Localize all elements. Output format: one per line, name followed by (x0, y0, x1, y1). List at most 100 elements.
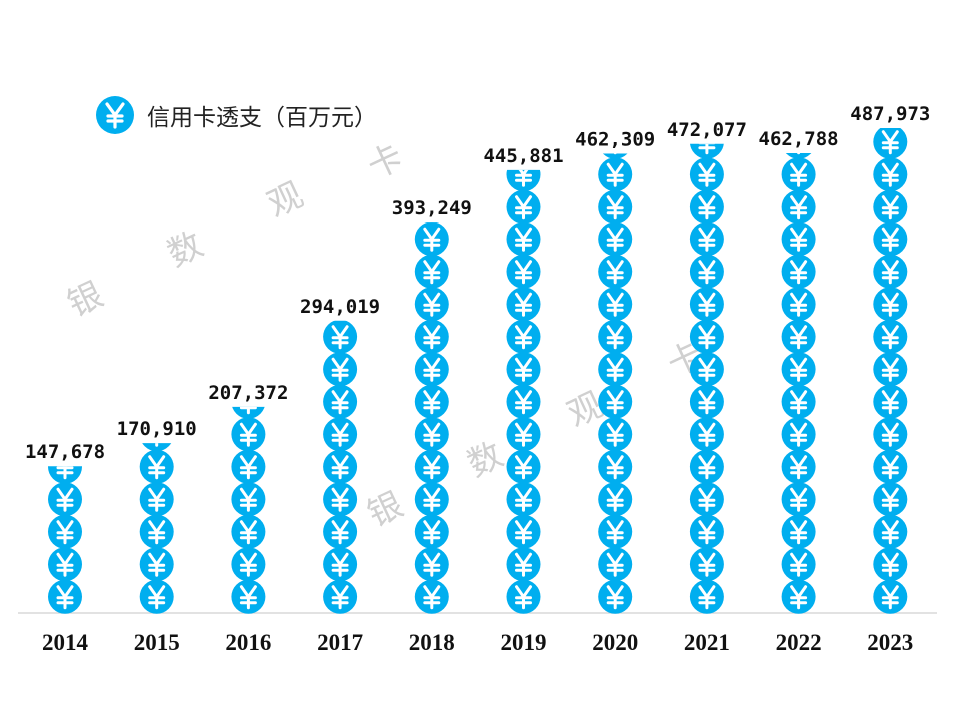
yen-coin-icon (781, 384, 816, 419)
yen-coin-icon (142, 443, 172, 452)
x-tick-label: 2021 (684, 630, 730, 655)
yen-coin-icon (598, 222, 633, 257)
yen-coin-icon (48, 482, 82, 517)
yen-coin-icon (781, 287, 816, 322)
x-tick-label: 2020 (592, 630, 638, 655)
yen-coin-icon (689, 287, 724, 322)
yen-coin-icon (232, 406, 265, 419)
yen-coin-icon (414, 547, 449, 582)
yen-coin-icon (231, 579, 266, 614)
yen-coin-icon (139, 579, 174, 614)
watermark-char: 卡 (361, 137, 409, 188)
yen-coin-icon (781, 319, 816, 354)
yen-coin-icon (231, 514, 266, 549)
yen-coin-icon (873, 547, 908, 582)
yen-coin-icon (781, 222, 816, 257)
yen-coin-icon (48, 514, 82, 549)
yen-coin-icon (873, 579, 908, 614)
yen-coin-icon (506, 417, 541, 452)
yen-coin-icon (506, 352, 541, 387)
watermark-char: 观 (261, 175, 309, 226)
yen-coin-icon (781, 514, 816, 549)
yen-coin-icon (323, 352, 358, 387)
yen-coin-icon (48, 466, 82, 484)
yen-coin-icon (506, 579, 541, 614)
yen-coin-icon (323, 482, 358, 517)
data-label: 207,372 (208, 382, 288, 404)
yen-coin-icon (781, 417, 816, 452)
yen-coin-icon (873, 514, 908, 549)
data-label: 294,019 (300, 296, 380, 318)
yen-coin-icon (231, 482, 266, 517)
yen-coin-icon (689, 514, 724, 549)
yen-coin-icon (506, 547, 541, 582)
data-label: 462,788 (759, 128, 839, 150)
yen-coin-icon (785, 153, 812, 159)
yen-coin-icon (598, 482, 633, 517)
data-label: 170,910 (117, 418, 197, 440)
yen-coin-icon (414, 287, 449, 322)
yen-coin-icon (506, 189, 541, 224)
bar-2022 (781, 153, 816, 614)
yen-coin-icon (506, 222, 541, 257)
yen-coin-icon (323, 417, 358, 452)
yen-coin-icon (139, 449, 174, 484)
yen-coin-icon (506, 169, 541, 192)
yen-coin-icon (231, 417, 266, 452)
yen-coin-icon (689, 579, 724, 614)
yen-coin-icon (323, 579, 358, 614)
yen-coin-icon (506, 482, 541, 517)
yen-coin-icon (48, 547, 82, 582)
yen-coin-icon (598, 287, 633, 322)
yen-coin-icon (414, 352, 449, 387)
legend: 信用卡透支（百万元） (95, 95, 377, 135)
data-label: 147,678 (25, 441, 105, 463)
yen-coin-icon (598, 319, 633, 354)
yen-coin-icon (323, 384, 358, 419)
yen-coin-icon (873, 352, 908, 387)
yen-coin-icon (414, 482, 449, 517)
yen-coin-icon (139, 482, 174, 517)
watermark-char: 银 (61, 275, 109, 326)
yen-coin-icon (781, 189, 816, 224)
yen-coin-icon (414, 319, 449, 354)
yen-coin-icon (414, 254, 449, 289)
x-tick-label: 2017 (317, 630, 363, 655)
yen-coin-icon (873, 157, 908, 192)
legend-label: 信用卡透支（百万元） (147, 105, 377, 131)
x-tick-label: 2018 (409, 630, 455, 655)
yen-coin-icon (323, 547, 358, 582)
yen-coin-icon (414, 514, 449, 549)
yen-coin-icon (323, 449, 358, 484)
bar-2019 (506, 169, 541, 614)
yen-coin-icon (781, 547, 816, 582)
yen-coin-icon (598, 417, 633, 452)
yen-coin-icon (231, 449, 266, 484)
yen-coin-icon (689, 319, 724, 354)
yen-coin-icon (598, 449, 633, 484)
yen-coin-icon (414, 384, 449, 419)
bar-2017 (323, 320, 358, 614)
yen-coin-icon (690, 143, 724, 159)
yen-coin-icon (598, 547, 633, 582)
watermark-char: 数 (461, 435, 509, 486)
yen-coin-icon (781, 482, 816, 517)
yen-coin-icon (873, 319, 908, 354)
yen-coin-icon (48, 579, 82, 614)
yen-coin-icon (873, 254, 908, 289)
yen-coin-icon (414, 449, 449, 484)
yen-coin-icon (873, 482, 908, 517)
yen-coin-icon (781, 579, 816, 614)
x-tick-label: 2022 (776, 630, 822, 655)
yen-coin-icon (873, 189, 908, 224)
watermark-char: 银 (361, 485, 409, 536)
yen-coin-icon (598, 579, 633, 614)
yen-coin-icon (781, 254, 816, 289)
yen-coin-icon (598, 157, 633, 192)
bar-2014 (48, 466, 82, 614)
yen-coin-icon (424, 222, 439, 224)
data-label: 393,249 (392, 197, 472, 219)
yen-coin-icon (323, 320, 358, 354)
yen-coin-icon (598, 514, 633, 549)
yen-coin-icon (231, 547, 266, 582)
